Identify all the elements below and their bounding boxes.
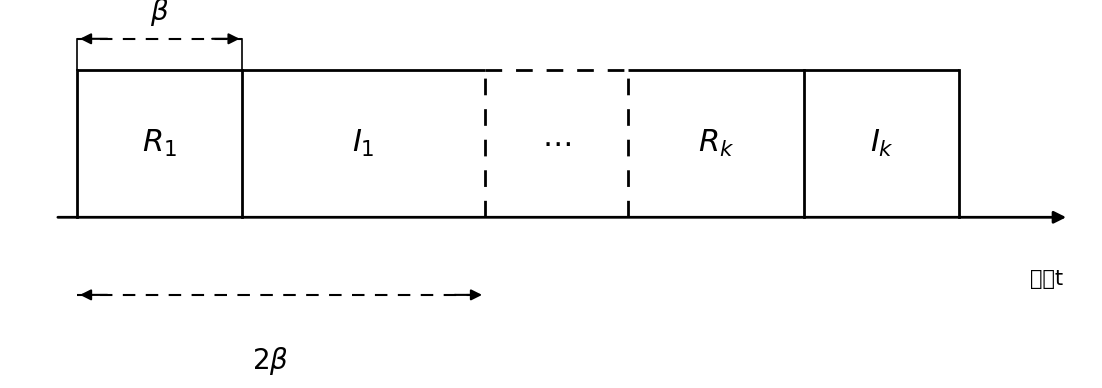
Text: $R_k$: $R_k$ bbox=[699, 128, 734, 159]
Text: $R_1$: $R_1$ bbox=[142, 128, 177, 159]
Text: $\beta$: $\beta$ bbox=[150, 0, 170, 28]
Text: $I_k$: $I_k$ bbox=[869, 128, 894, 159]
Text: 时域t: 时域t bbox=[1030, 269, 1063, 289]
Text: $I_1$: $I_1$ bbox=[353, 128, 375, 159]
Text: $\cdots$: $\cdots$ bbox=[542, 128, 571, 159]
Text: $2\beta$: $2\beta$ bbox=[251, 345, 289, 377]
